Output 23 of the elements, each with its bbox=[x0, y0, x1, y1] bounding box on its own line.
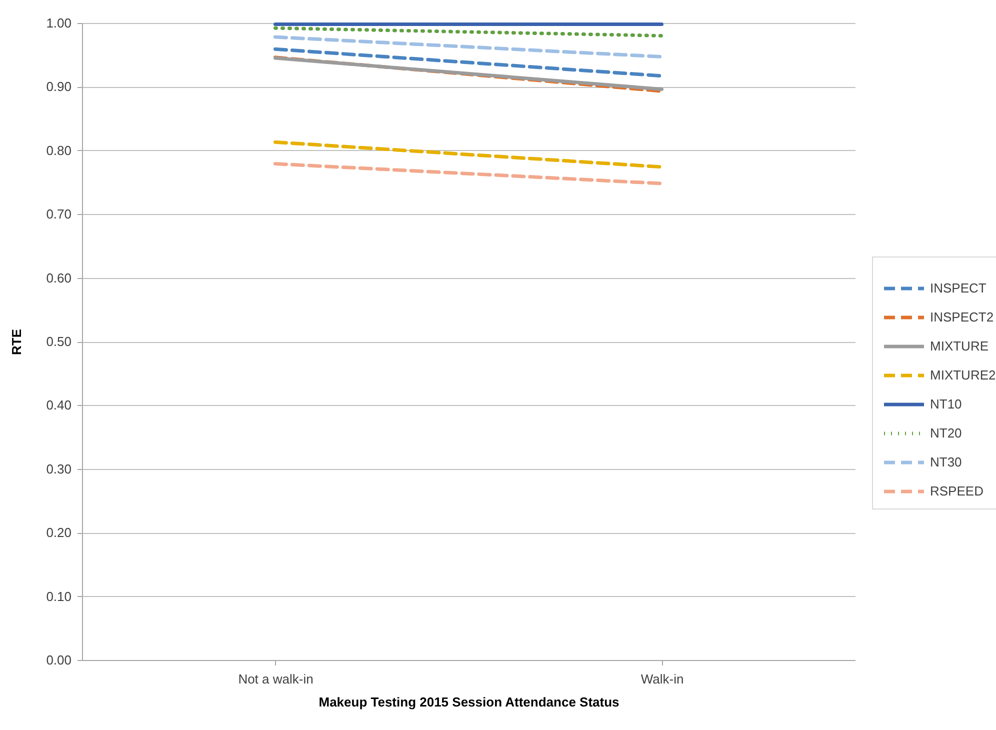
legend-label: NT30 bbox=[930, 454, 962, 470]
legend-label: RSPEED bbox=[930, 484, 984, 498]
y-tick-label: 0.10 bbox=[46, 588, 72, 604]
y-tick-label: 0.80 bbox=[46, 142, 72, 158]
y-tick-label: 0.40 bbox=[46, 398, 72, 413]
legend-label: NT10 bbox=[930, 396, 962, 412]
y-tick-label: 0.60 bbox=[46, 270, 72, 286]
y-tick-label: 0.90 bbox=[46, 79, 72, 94]
y-axis-title: RTE bbox=[9, 328, 24, 355]
legend-label: MIXTURE bbox=[930, 338, 989, 354]
y-tick-label: 0.70 bbox=[46, 206, 72, 222]
x-tick-label: Not a walk-in bbox=[238, 672, 314, 686]
y-tick-label: 0.20 bbox=[46, 525, 72, 540]
y-tick-label: 0.00 bbox=[46, 652, 72, 668]
y-tick-label: 0.30 bbox=[46, 461, 72, 476]
y-tick-label: 0.50 bbox=[46, 334, 72, 349]
legend-label: MIXTURE2 bbox=[930, 368, 996, 382]
x-axis-title: Makeup Testing 2015 Session Attendance Status bbox=[318, 694, 620, 710]
legend-label: NT20 bbox=[930, 426, 962, 440]
x-tick-label: Walk-in bbox=[640, 672, 684, 686]
y-tick-label: 1.00 bbox=[46, 16, 72, 30]
legend-label: INSPECT bbox=[930, 280, 986, 296]
legend-label: INSPECT2 bbox=[930, 310, 994, 324]
